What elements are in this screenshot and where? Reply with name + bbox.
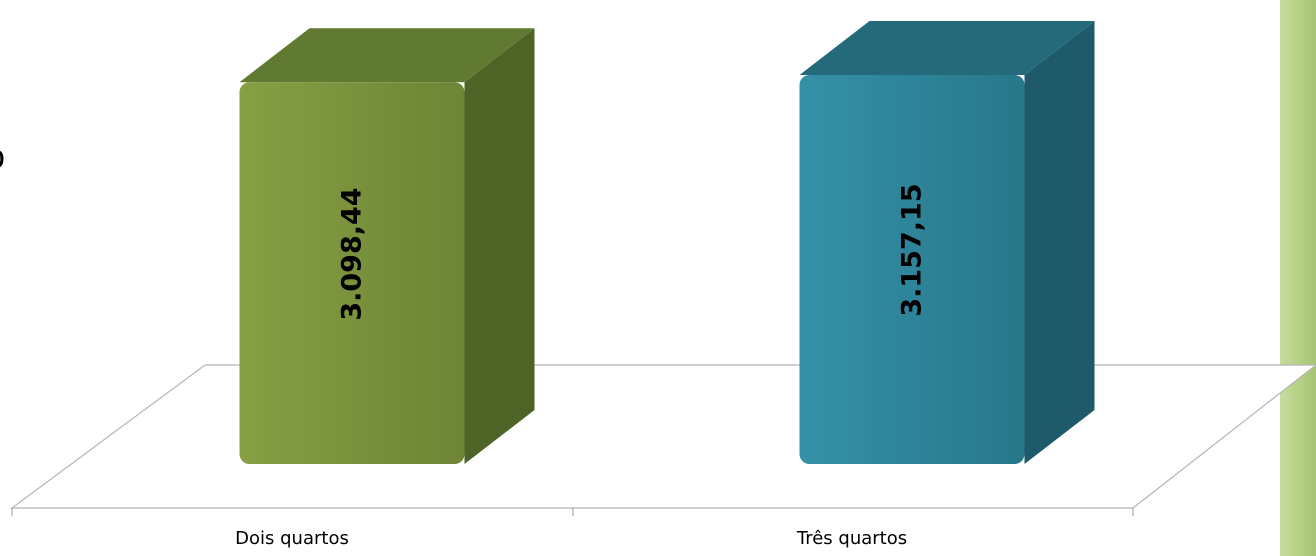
bar-top	[239, 28, 535, 83]
bar-side	[1024, 21, 1095, 464]
bar-top	[799, 21, 1095, 75]
green-side-strip	[1280, 0, 1316, 556]
category-label: Dois quartos	[235, 528, 349, 549]
chart-floor	[10, 364, 1316, 509]
bar-side	[464, 28, 535, 465]
bar	[799, 75, 1025, 464]
category-label: Três quartos	[796, 528, 908, 549]
data-label: 3.098,44	[337, 187, 368, 320]
bar	[239, 82, 465, 465]
cropped-edge-text: o	[0, 138, 5, 177]
data-label: 3.157,15	[897, 183, 928, 316]
